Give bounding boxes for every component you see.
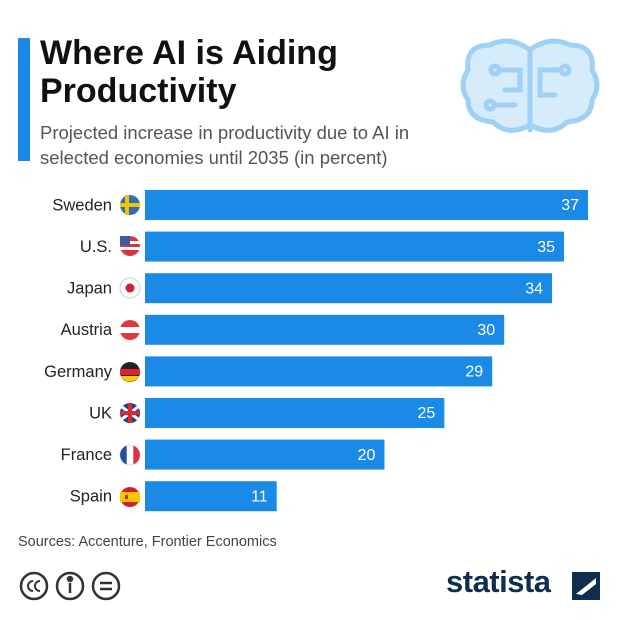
category-label: Austria <box>61 321 113 339</box>
bar <box>145 481 277 512</box>
value-label: 29 <box>465 364 483 381</box>
category-label: U.S. <box>80 238 112 256</box>
bar <box>145 356 493 387</box>
category-label: Spain <box>70 488 112 506</box>
source: Sources: Accenture, Frontier Economics <box>18 534 277 550</box>
category-label: Germany <box>44 363 113 381</box>
category-label: Sweden <box>52 196 112 214</box>
value-label: 37 <box>561 197 579 214</box>
bar <box>145 314 505 345</box>
category-label: UK <box>89 404 112 422</box>
category-label: France <box>61 446 112 464</box>
cc-icons <box>19 571 121 601</box>
logo-mark <box>572 572 600 600</box>
category-label: Japan <box>67 280 112 298</box>
logo: statista <box>446 564 551 599</box>
bar <box>145 231 565 262</box>
bar <box>145 190 588 220</box>
chart-title: Where AI is Aiding Productivity <box>40 34 338 110</box>
brain-icon <box>460 38 600 133</box>
flags <box>119 195 141 507</box>
bar <box>145 273 553 304</box>
chart-subtitle: Projected increase in productivity due t… <box>40 122 410 168</box>
bar <box>145 439 385 470</box>
value-label: 35 <box>537 239 555 256</box>
value-label: 34 <box>525 280 543 297</box>
value-label: 30 <box>477 322 495 339</box>
accent-bar <box>18 38 30 161</box>
bar <box>145 398 445 428</box>
value-label: 25 <box>418 405 436 422</box>
value-label: 20 <box>358 447 376 464</box>
value-label: 11 <box>251 488 268 505</box>
